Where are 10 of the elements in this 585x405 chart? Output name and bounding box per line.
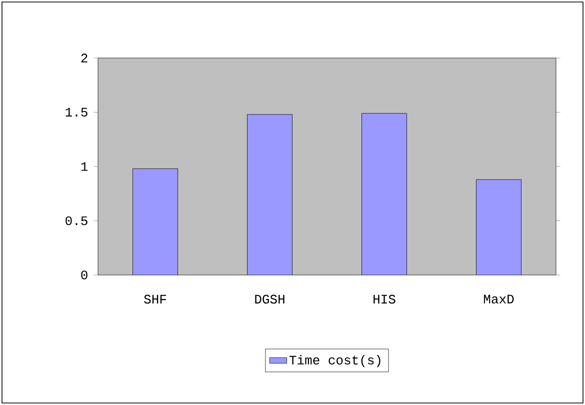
y-tick-label: 1.5 [66,108,88,117]
x-tick-label: HIS [374,294,396,304]
x-tick-label: MaxD [484,294,514,304]
y-tick-label: 2 [81,54,88,62]
y-tick-label: 0.5 [66,216,88,226]
x-tick-label: SHF [144,294,166,304]
y-tick-label: 0 [81,270,88,280]
x-tick-label: DGSH [255,294,284,304]
legend-label: Time cost(s) [289,354,380,368]
y-tick-label: 1 [81,162,88,171]
